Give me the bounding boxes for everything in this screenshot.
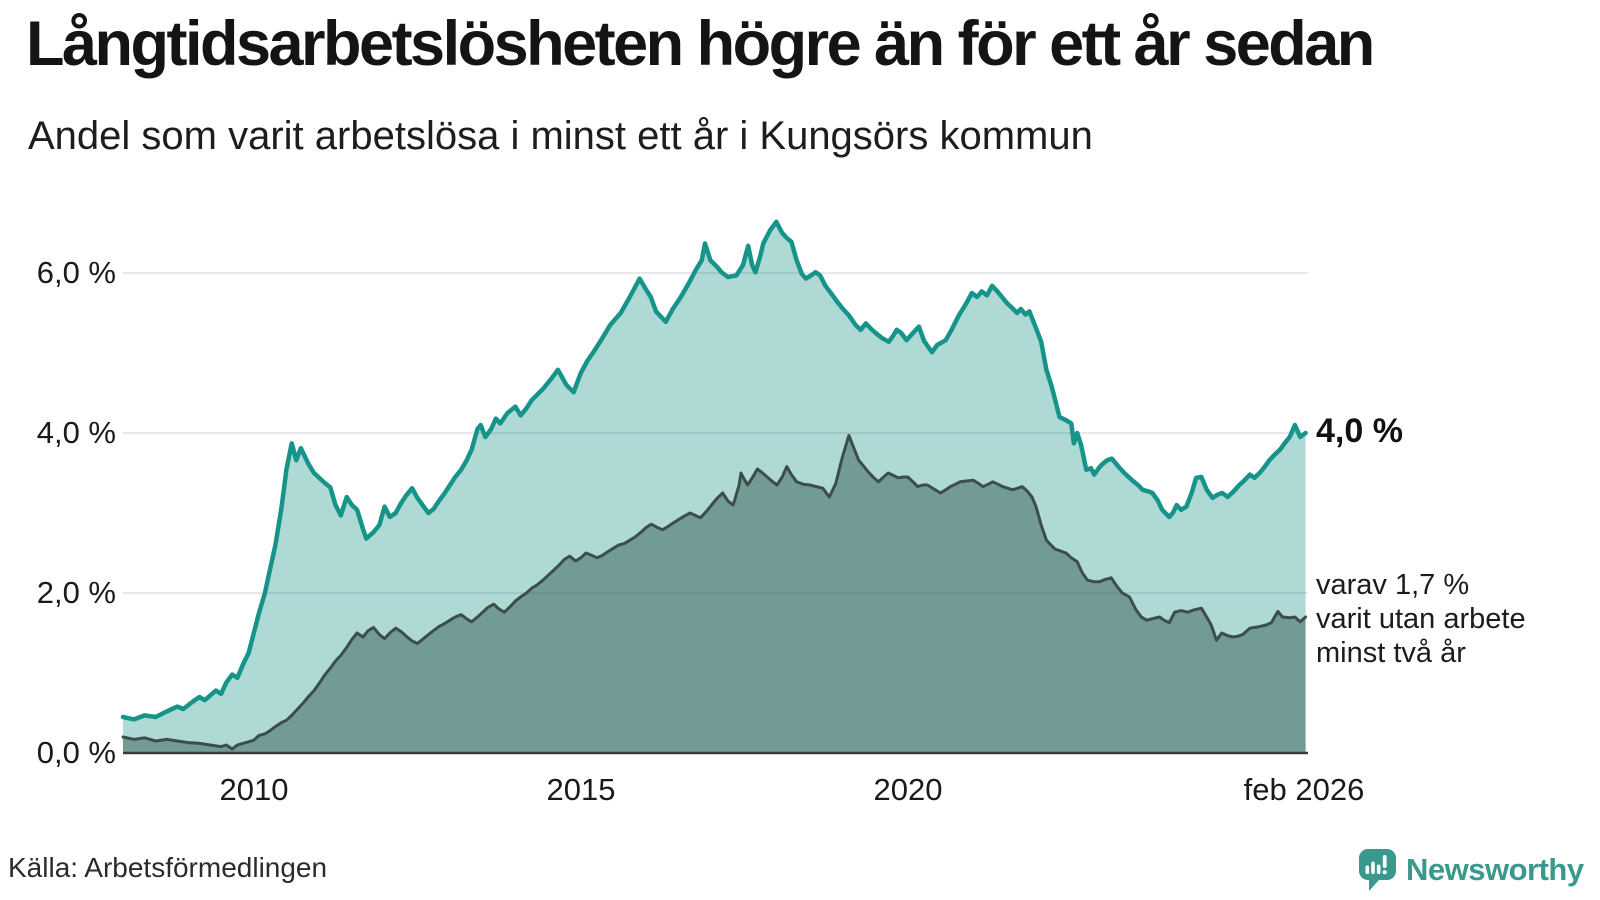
page-title: Långtidsarbetslösheten högre än för ett … bbox=[26, 9, 1375, 79]
x-axis-label-2010: 2010 bbox=[219, 772, 289, 807]
latest-value-annotation: 4,0 % bbox=[1316, 412, 1403, 450]
x-axis-label-2015: 2015 bbox=[546, 772, 616, 807]
y-axis-label-0: 0,0 % bbox=[36, 735, 116, 770]
line-min-two-years bbox=[121, 433, 1308, 751]
line-min-one-year bbox=[120, 219, 1308, 722]
secondary-series-annotation: varav 1,7 % varit utan arbete minst två … bbox=[1316, 568, 1526, 670]
annotation-line-1: varav 1,7 % bbox=[1316, 569, 1470, 601]
newsworthy-icon bbox=[1359, 849, 1396, 891]
brand-logo: Newsworthy bbox=[1358, 848, 1584, 892]
y-axis-label-2: 2,0 % bbox=[36, 575, 116, 610]
x-axis-label-2020: 2020 bbox=[873, 772, 943, 807]
area-min-one-year bbox=[123, 221, 1306, 754]
page-subtitle: Andel som varit arbetslösa i minst ett å… bbox=[28, 114, 1093, 158]
source-credit: Källa: Arbetsförmedlingen bbox=[8, 852, 328, 883]
annotation-line-3: minst två år bbox=[1316, 637, 1466, 669]
brand-name: Newsworthy bbox=[1406, 852, 1584, 887]
annotation-line-2: varit utan arbete bbox=[1316, 603, 1526, 635]
x-axis-label-feb-2026: feb 2026 bbox=[1243, 772, 1365, 807]
y-axis-label-6: 6,0 % bbox=[36, 255, 116, 290]
y-axis-label-4: 4,0 % bbox=[36, 415, 116, 450]
area-min-two-years bbox=[123, 435, 1306, 753]
